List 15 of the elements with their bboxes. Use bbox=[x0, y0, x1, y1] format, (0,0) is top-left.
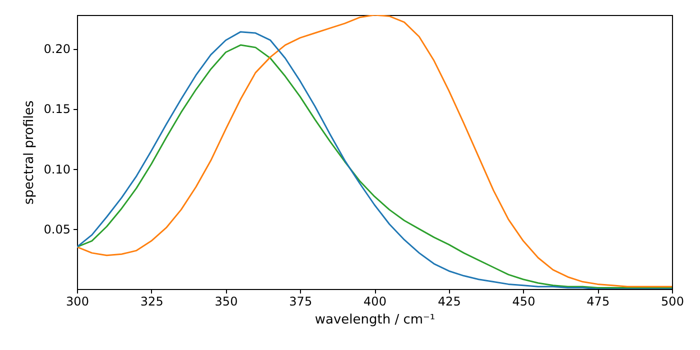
y-tick-label: 0.05 bbox=[44, 222, 70, 236]
y-tick-label: 0.10 bbox=[44, 162, 70, 176]
x-tick-label: 425 bbox=[438, 294, 461, 308]
x-tick-label: 450 bbox=[512, 294, 536, 308]
y-tick-label: 0.20 bbox=[44, 42, 70, 56]
y-axis-title: spectral profiles bbox=[22, 100, 37, 205]
x-tick-label: 375 bbox=[289, 294, 312, 308]
x-tick-label: 300 bbox=[66, 294, 89, 308]
x-tick-label: 475 bbox=[586, 294, 610, 308]
x-axis-title: wavelength / cm⁻¹ bbox=[314, 312, 436, 328]
x-tick-label: 400 bbox=[364, 294, 386, 308]
x-tick-label: 350 bbox=[214, 294, 238, 308]
y-tick-label: 0.15 bbox=[44, 102, 70, 116]
x-tick-label: 325 bbox=[140, 294, 164, 308]
x-tick-label: 500 bbox=[661, 294, 684, 308]
